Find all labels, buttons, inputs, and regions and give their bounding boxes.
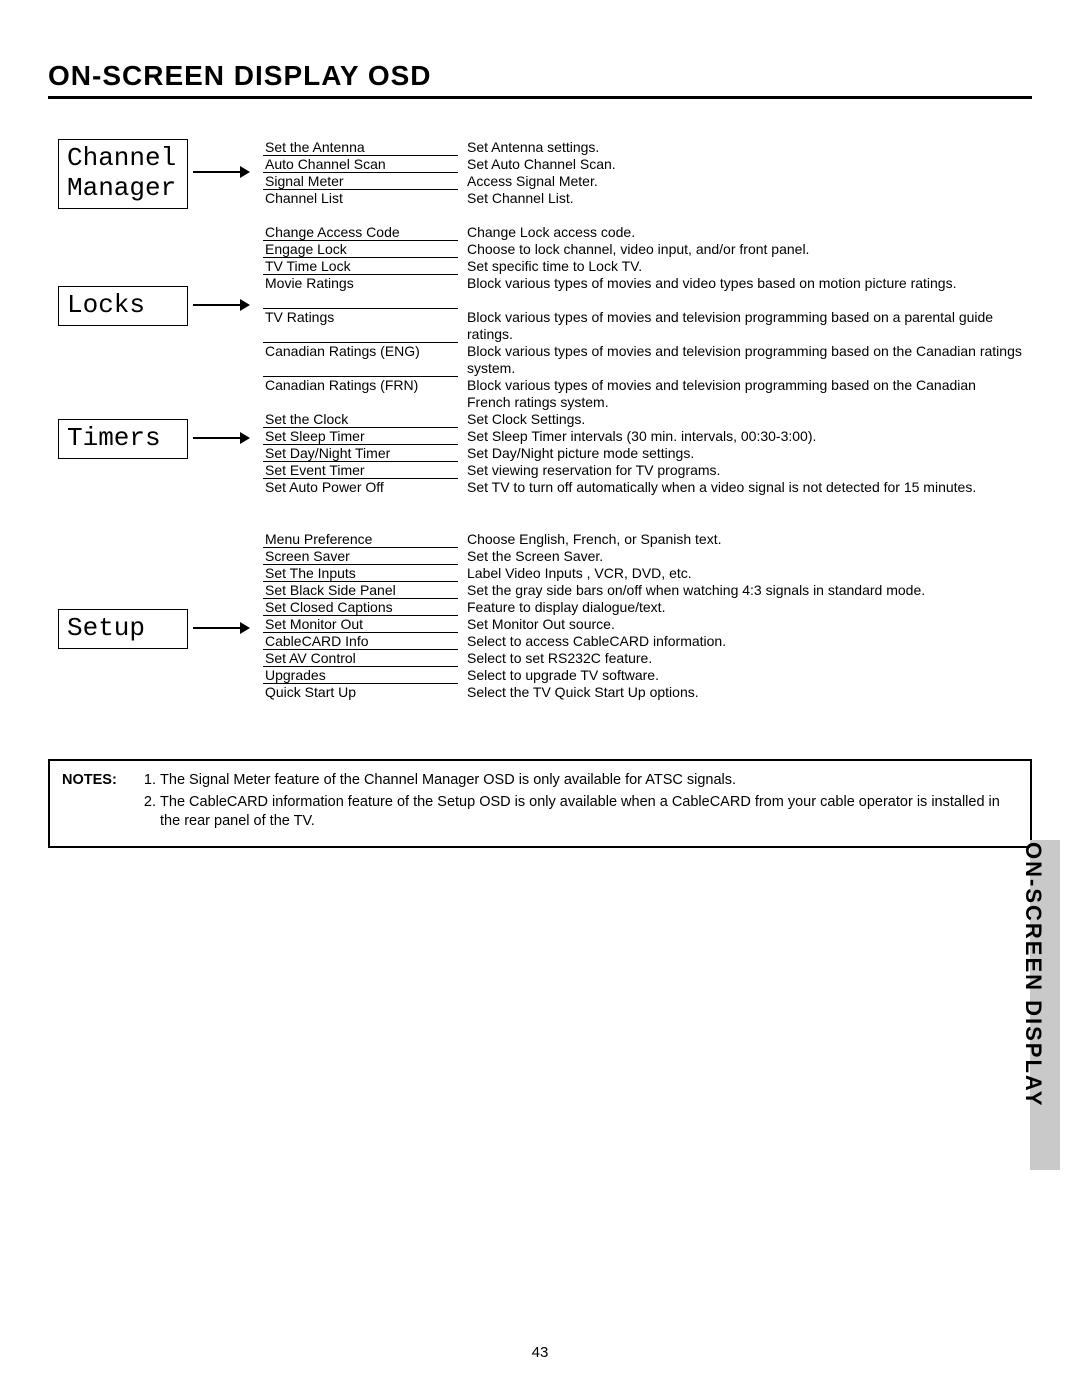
- menu-box: ChannelManager: [58, 139, 188, 209]
- arrow-icon: [193, 304, 248, 306]
- menu-item-desc: Set Channel List.: [463, 190, 1023, 207]
- menu-item-desc: Set Sleep Timer intervals (30 min. inter…: [463, 428, 1023, 445]
- menu-item: Quick Start Up: [263, 684, 458, 701]
- side-tab-text: ON-SCREEN DISPLAY: [1020, 842, 1046, 1107]
- menu-item: Canadian Ratings (FRN): [263, 377, 458, 411]
- menu-item: Set Auto Power Off: [263, 479, 458, 513]
- menu-descriptions: Change Lock access code.Choose to lock c…: [463, 224, 1023, 411]
- menu-item: Set Sleep Timer: [263, 428, 458, 445]
- notes-box: NOTES: The Signal Meter feature of the C…: [48, 759, 1032, 848]
- menu-descriptions: Set Clock Settings.Set Sleep Timer inter…: [463, 411, 1023, 513]
- menu-item-desc: Block various types of movies and televi…: [463, 377, 1023, 411]
- menu-item: TV Ratings: [263, 309, 458, 343]
- menu-box: Timers: [58, 419, 188, 459]
- menu-item: CableCARD Info: [263, 633, 458, 650]
- menu-item: Movie Ratings: [263, 275, 458, 309]
- menu-item: Menu Preference: [263, 531, 458, 548]
- menu-item-desc: Set viewing reservation for TV programs.: [463, 462, 1023, 479]
- menu-item: Set the Antenna: [263, 139, 458, 156]
- note-item: The Signal Meter feature of the Channel …: [160, 771, 1012, 791]
- arrow-icon: [193, 171, 248, 173]
- menu-items: Set the AntennaAuto Channel ScanSignal M…: [263, 139, 458, 207]
- menu-item-desc: Select to set RS232C feature.: [463, 650, 1023, 667]
- title-rule: [48, 96, 1032, 99]
- menu-item: Set Black Side Panel: [263, 582, 458, 599]
- menu-item: Change Access Code: [263, 224, 458, 241]
- note-item: The CableCARD information feature of the…: [160, 793, 1012, 832]
- menu-item: Signal Meter: [263, 173, 458, 190]
- page-title: ON-SCREEN DISPLAY OSD: [48, 60, 1032, 92]
- menu-item: Set the Clock: [263, 411, 458, 428]
- menu-item: TV Time Lock: [263, 258, 458, 275]
- menu-item-desc: Select to upgrade TV software.: [463, 667, 1023, 684]
- menu-item: Set Day/Night Timer: [263, 445, 458, 462]
- menu-item-desc: Set the Screen Saver.: [463, 548, 1023, 565]
- menu-item-desc: Block various types of movies and televi…: [463, 343, 1023, 377]
- menu-item-desc: Set Clock Settings.: [463, 411, 1023, 428]
- menu-descriptions: Choose English, French, or Spanish text.…: [463, 531, 1023, 701]
- menu-item: Engage Lock: [263, 241, 458, 258]
- menu-item-desc: Select the TV Quick Start Up options.: [463, 684, 1023, 701]
- menu-item: Auto Channel Scan: [263, 156, 458, 173]
- osd-diagram: ChannelManager Set the AntennaAuto Channe…: [58, 139, 1042, 729]
- menu-item-desc: Choose to lock channel, video input, and…: [463, 241, 1023, 258]
- menu-item: Set The Inputs: [263, 565, 458, 582]
- menu-item-desc: Block various types of movies and televi…: [463, 309, 1023, 343]
- menu-box: Setup: [58, 609, 188, 649]
- menu-item: Set Event Timer: [263, 462, 458, 479]
- menu-item-desc: Label Video Inputs , VCR, DVD, etc.: [463, 565, 1023, 582]
- menu-item-desc: Set Monitor Out source.: [463, 616, 1023, 633]
- notes-list: The Signal Meter feature of the Channel …: [140, 771, 1012, 834]
- menu-item-desc: Set specific time to Lock TV.: [463, 258, 1023, 275]
- page-number: 43: [0, 1344, 1080, 1361]
- menu-item-desc: Access Signal Meter.: [463, 173, 1023, 190]
- menu-item: Channel List: [263, 190, 458, 207]
- menu-item-desc: Set Day/Night picture mode settings.: [463, 445, 1023, 462]
- menu-item: Set Monitor Out: [263, 616, 458, 633]
- menu-item-desc: Set TV to turn off automatically when a …: [463, 479, 1023, 513]
- side-tab: ON-SCREEN DISPLAY: [1010, 840, 1060, 1170]
- menu-descriptions: Set Antenna settings.Set Auto Channel Sc…: [463, 139, 1023, 207]
- menu-box: Locks: [58, 286, 188, 326]
- menu-item-desc: Set Auto Channel Scan.: [463, 156, 1023, 173]
- menu-item-desc: Block various types of movies and video …: [463, 275, 1023, 309]
- menu-item-desc: Choose English, French, or Spanish text.: [463, 531, 1023, 548]
- menu-items: Set the ClockSet Sleep TimerSet Day/Nigh…: [263, 411, 458, 513]
- arrow-icon: [193, 437, 248, 439]
- menu-items: Change Access CodeEngage LockTV Time Loc…: [263, 224, 458, 411]
- menu-item: Set Closed Captions: [263, 599, 458, 616]
- menu-item: Set AV Control: [263, 650, 458, 667]
- menu-item-desc: Set Antenna settings.: [463, 139, 1023, 156]
- menu-item-desc: Set the gray side bars on/off when watch…: [463, 582, 1023, 599]
- menu-item: Canadian Ratings (ENG): [263, 343, 458, 377]
- arrow-icon: [193, 627, 248, 629]
- menu-item: Upgrades: [263, 667, 458, 684]
- menu-item: Screen Saver: [263, 548, 458, 565]
- notes-label: NOTES:: [62, 771, 136, 791]
- menu-item-desc: Select to access CableCARD information.: [463, 633, 1023, 650]
- menu-item-desc: Feature to display dialogue/text.: [463, 599, 1023, 616]
- menu-item-desc: Change Lock access code.: [463, 224, 1023, 241]
- menu-items: Menu PreferenceScreen SaverSet The Input…: [263, 531, 458, 701]
